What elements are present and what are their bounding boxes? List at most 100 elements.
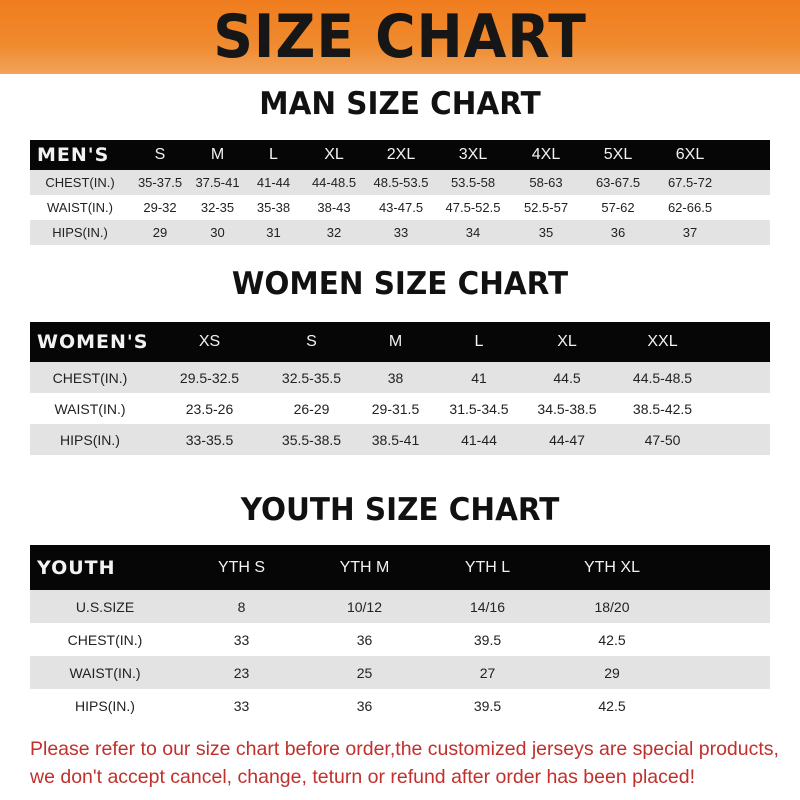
measurement-cell bbox=[712, 393, 770, 424]
measurement-cell: 10/12 bbox=[346, 598, 383, 615]
table-row: HIPS(IN.) 33-35.5 35.5-38.5 38.5-41 41-44 44-… bbox=[30, 424, 770, 455]
table-row: HIPS(IN.) 33 36 39.5 42.5 bbox=[30, 689, 770, 722]
size-header: 2XL bbox=[386, 146, 416, 163]
measurement-cell: 38-43 bbox=[317, 200, 351, 215]
size-header: 3XL bbox=[458, 146, 488, 163]
measurement-cell bbox=[726, 195, 770, 220]
measurement-cell: 47.5-52.5 bbox=[445, 200, 501, 215]
measurement-cell: 48.5-53.5 bbox=[373, 175, 429, 190]
header-label: WOMEN'S bbox=[37, 331, 149, 353]
header-row: YOUTH YTH S YTH M YTH L YTH XL bbox=[30, 545, 770, 590]
measurement-cell: 18/20 bbox=[594, 598, 630, 615]
measurement-cell: 38.5-42.5 bbox=[632, 400, 693, 417]
size-header: YTH XL bbox=[583, 558, 640, 576]
measurement-cell: 34.5-38.5 bbox=[537, 400, 597, 417]
size-header: S bbox=[154, 146, 166, 163]
size-header bbox=[726, 140, 770, 170]
table-row: CHEST(IN.) 29.5-32.5 32.5-35.5 38 41 44.5 44.5… bbox=[30, 362, 770, 393]
measurement-cell: 23.5-26 bbox=[185, 400, 234, 417]
measurement-cell: 53.5-58 bbox=[450, 175, 496, 190]
measurement-cell: 27 bbox=[479, 664, 496, 681]
youth-section-title: YOUTH SIZE CHART bbox=[240, 492, 560, 528]
size-header: YTH S bbox=[217, 558, 266, 576]
row-label: HIPS(IN.) bbox=[52, 225, 108, 240]
notice-line: we don't accept cancel, change, teturn o… bbox=[30, 766, 695, 788]
measurement-cell: 35-37.5 bbox=[137, 175, 183, 190]
measurement-cell: 26-29 bbox=[293, 400, 330, 417]
measurement-cell: 44-47 bbox=[549, 431, 585, 448]
measurement-cell: 23 bbox=[233, 664, 250, 681]
measurement-cell: 42.5 bbox=[598, 697, 626, 714]
measurement-cell bbox=[726, 170, 770, 195]
measurement-cell: 29-31.5 bbox=[371, 400, 420, 417]
size-header: XL bbox=[557, 333, 577, 350]
size-header: L bbox=[269, 146, 278, 163]
size-header: 4XL bbox=[531, 146, 561, 163]
measurement-cell: 57-62 bbox=[601, 200, 635, 215]
table-row: CHEST(IN.) 35-37.5 37.5-41 41-44 44-48.5 48.5… bbox=[30, 170, 770, 195]
measurement-cell: 36 bbox=[610, 225, 626, 240]
measurement-cell: 44.5 bbox=[553, 369, 581, 386]
measurement-cell: 62-66.5 bbox=[667, 200, 713, 215]
row-label: WAIST(IN.) bbox=[69, 664, 141, 681]
measurement-cell: 43-47.5 bbox=[378, 200, 424, 215]
measurement-cell: 52.5-57 bbox=[523, 200, 569, 215]
measurement-cell: 67.5-72 bbox=[667, 175, 713, 190]
size-header: XL bbox=[324, 146, 344, 163]
measurement-cell: 44-48.5 bbox=[311, 175, 357, 190]
measurement-cell: 41-44 bbox=[256, 175, 291, 190]
measurement-cell: 31 bbox=[266, 225, 281, 240]
table-row: HIPS(IN.) 29 30 31 32 33 34 35 36 37 bbox=[30, 220, 770, 245]
men-section-title: MAN SIZE CHART bbox=[259, 86, 541, 122]
measurement-cell: 33 bbox=[233, 697, 250, 714]
measurement-cell: 36 bbox=[356, 697, 373, 714]
measurement-cell: 37.5-41 bbox=[195, 175, 240, 190]
measurement-cell bbox=[675, 623, 770, 656]
measurement-cell: 39.5 bbox=[473, 697, 502, 714]
measurement-cell: 30 bbox=[210, 225, 225, 240]
measurement-cell: 38 bbox=[387, 369, 404, 386]
measurement-cell bbox=[675, 656, 770, 689]
women-section-title: WOMEN SIZE CHART bbox=[231, 266, 569, 302]
table-row: WAIST(IN.) 23.5-26 26-29 29-31.5 31.5-34.5 34… bbox=[30, 393, 770, 424]
measurement-cell: 39.5 bbox=[473, 631, 502, 648]
measurement-cell: 29 bbox=[152, 225, 168, 240]
measurement-cell: 32.5-35.5 bbox=[281, 369, 342, 386]
women-size-table: WOMEN'S XS S M L XL XXL CHEST(IN.) 29.5-32.5 32.5… bbox=[30, 322, 770, 455]
measurement-cell bbox=[675, 689, 770, 722]
size-header: M bbox=[210, 146, 225, 163]
measurement-cell: 34 bbox=[465, 225, 481, 240]
title-banner: SIZE CHART bbox=[0, 0, 800, 74]
measurement-cell: 35.5-38.5 bbox=[281, 431, 342, 448]
men-size-table: MEN'S S M L XL 2XL 3XL 4XL 5XL 6XL CHEST(IN.) 35-37… bbox=[30, 140, 770, 245]
size-header: XXL bbox=[647, 333, 678, 350]
measurement-cell bbox=[712, 424, 770, 455]
measurement-cell bbox=[675, 590, 770, 623]
youth-size-table: YOUTH YTH S YTH M YTH L YTH XL U.S.SIZE 8 10/12… bbox=[30, 545, 770, 722]
header-row: MEN'S S M L XL 2XL 3XL 4XL 5XL 6XL bbox=[30, 140, 770, 170]
measurement-cell: 33 bbox=[393, 225, 409, 240]
measurement-cell: 37 bbox=[682, 225, 698, 240]
size-header: 6XL bbox=[675, 146, 705, 163]
measurement-cell: 63-67.5 bbox=[595, 175, 641, 190]
measurement-cell: 41 bbox=[471, 369, 487, 386]
measurement-cell: 58-63 bbox=[529, 175, 563, 190]
size-header bbox=[675, 545, 770, 590]
row-label: HIPS(IN.) bbox=[60, 431, 120, 448]
measurement-cell bbox=[712, 362, 770, 393]
row-label: WAIST(IN.) bbox=[54, 400, 126, 417]
notice-line: Please refer to our size chart before or… bbox=[30, 738, 779, 760]
measurement-cell: 32 bbox=[326, 225, 342, 240]
measurement-cell: 32-35 bbox=[200, 200, 235, 215]
measurement-cell: 8 bbox=[237, 598, 246, 615]
measurement-cell bbox=[726, 220, 770, 245]
row-label: CHEST(IN.) bbox=[67, 631, 143, 648]
size-header: M bbox=[388, 333, 403, 350]
row-label: U.S.SIZE bbox=[75, 598, 135, 615]
measurement-cell: 29.5-32.5 bbox=[179, 369, 240, 386]
row-label: WAIST(IN.) bbox=[47, 200, 113, 215]
header-label: MEN'S bbox=[37, 144, 110, 166]
measurement-cell: 35-38 bbox=[256, 200, 291, 215]
measurement-cell: 29 bbox=[604, 664, 620, 681]
table-row: CHEST(IN.) 33 36 39.5 42.5 bbox=[30, 623, 770, 656]
